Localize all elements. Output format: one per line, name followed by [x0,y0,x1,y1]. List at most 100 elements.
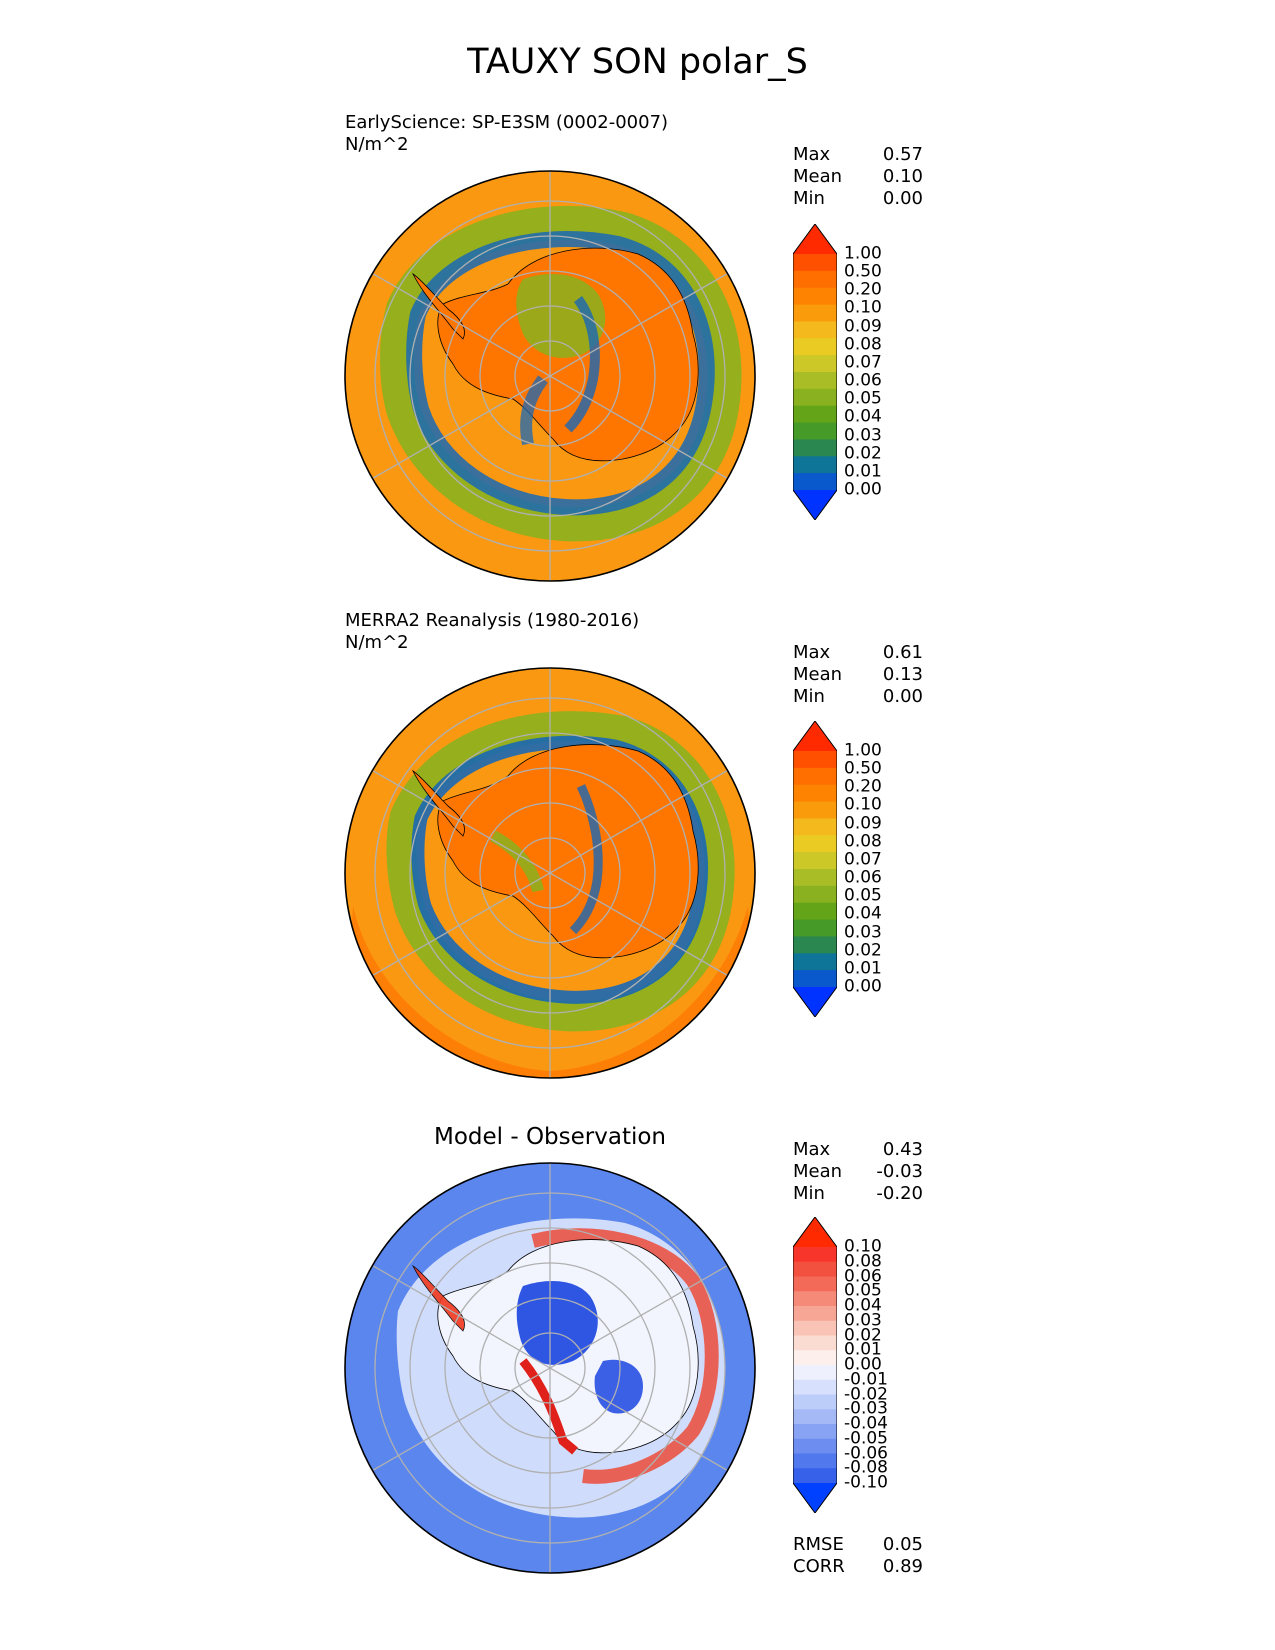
colorbar-segment [793,422,837,441]
colorbar-tick-label: 0.08 [844,1251,882,1272]
colorbar-segment [793,355,837,373]
stat-label: Min [793,686,825,707]
ref-colorbar [792,720,838,1018]
colorbar-segment [793,1365,837,1381]
stat-value: -0.20 [876,1183,923,1204]
stat-value: 0.13 [882,664,923,685]
westerly-belt-inner [406,231,715,516]
colorbar-tick-label: -0.01 [844,1369,888,1390]
colorbar-tick-label: 0.04 [844,406,882,427]
colorbar-segment [793,1276,837,1292]
colorbar-segment [793,1453,837,1469]
colorbar-tick-label: 0.06 [844,867,882,888]
colorbar-tick-label: 0.05 [844,388,882,409]
colorbar-tick-label: 1.00 [844,243,882,264]
colorbar-segment [793,818,837,836]
stat-max: Max 0.43 [793,1139,923,1161]
stat-mean: Mean -0.03 [793,1161,923,1183]
colorbar-tick-label: 0.08 [844,831,882,852]
metric-label: RMSE [793,1534,844,1555]
colorbar-segment [793,784,837,803]
stat-mean: Mean 0.10 [793,166,923,188]
colorbar-segment [793,372,837,390]
colorbar-tick-label: 0.01 [844,1339,882,1360]
ref-colorbar-labels: 1.00 0.50 0.20 0.10 0.09 0.08 0.07 0.06 0.05 0.04… [844,742,904,995]
metric-value: 0.05 [882,1534,923,1555]
westerly-belt-inner [411,735,709,1004]
stat-value: 0.43 [882,1139,923,1160]
colorbar-tick-label: 0.04 [844,903,882,924]
stat-value: 0.10 [882,166,923,187]
interior-blue-streak-2 [520,375,548,446]
stat-label: Max [793,642,831,663]
colorbar-tick-label: 0.20 [844,776,882,797]
lat-lon-grid [372,1163,728,1573]
colorbar-tick-label: -0.02 [844,1384,888,1404]
stat-value: 0.00 [882,188,923,209]
metric-label: CORR [793,1556,845,1577]
stat-label: Mean [793,664,843,685]
diff-metrics: RMSE 0.05 CORR 0.89 [793,1534,923,1578]
colorbar-tick-label: 0.09 [844,316,882,337]
colorbar-segment [793,405,837,424]
test-panel-units: N/m^2 [345,134,409,155]
stat-mean: Mean 0.13 [793,664,923,686]
test-panel-title: EarlyScience: SP-E3SM (0002-0007) [345,112,669,133]
diff-panel-title: Model - Observation [433,1124,667,1150]
colorbar-bar [792,720,838,1018]
stat-value: 0.61 [882,642,923,663]
colorbar-segment [793,439,837,457]
colorbar-extend-min [793,987,837,1017]
colorbar-tick-label: 0.06 [844,370,882,391]
colorbar-segment [793,869,837,887]
metric-rmse: RMSE 0.05 [793,1534,923,1556]
colorbar-tick-label: 0.00 [844,976,882,997]
colorbar-bar [792,223,838,521]
diff-colorbar [792,1216,838,1514]
colorbar-tick-label: 0.06 [844,1266,882,1286]
colorbar-tick-label: 0.08 [844,334,882,355]
colorbar-segment [793,953,837,971]
colorbar-tick-label: 0.05 [844,1280,882,1301]
colorbar-segment [793,1247,837,1263]
colorbar-segment [793,287,837,306]
colorbar-segment [793,473,837,491]
metric-value: 0.89 [882,1556,923,1577]
colorbar-tick-label: -0.05 [844,1428,888,1449]
stat-min: Min -0.20 [793,1183,923,1205]
colorbar-tick-label: 0.00 [844,479,882,500]
colorbar-tick-label: 0.09 [844,813,882,834]
test-colorbar-labels: 1.00 0.50 0.20 0.10 0.09 0.08 0.07 0.06 0.05 0.04… [844,245,904,498]
stat-label: Min [793,1183,825,1204]
ref-polar-map [344,667,756,1079]
map-boundary [344,1162,756,1574]
interior-green-streak [490,830,544,893]
colorbar-tick-label: 0.10 [844,297,882,318]
colorbar-segment [793,970,837,988]
colorbar-tick-label: 0.07 [844,352,882,373]
map-boundary [344,667,756,1079]
colorbar-tick-label: -0.03 [844,1398,888,1419]
colorbar-tick-label: 0.10 [844,1236,882,1257]
colorbar-segment [793,1409,837,1425]
colorbar-segment [793,1379,837,1396]
antarctica-interior [437,744,699,959]
colorbar-tick-label: 0.20 [844,279,882,300]
colorbar-segment [793,767,837,786]
colorbar-tick-label: 0.10 [844,794,882,815]
colorbar-tick-label: 0.07 [844,849,882,870]
colorbar-segment [793,321,837,339]
colorbar-segment [793,1438,837,1455]
ref-panel-title: MERRA2 Reanalysis (1980-2016) [345,610,640,631]
ref-panel-units: N/m^2 [345,632,409,653]
ref-stats: Max 0.61 Mean 0.13 Min 0.00 [793,642,923,708]
westerly-belt-outer [386,711,735,1032]
positive-bias-ring [531,1228,719,1484]
lat-lon-grid [372,171,728,581]
stat-min: Min 0.00 [793,188,923,210]
colorbar-segment [793,936,837,954]
colorbar-segment [793,1350,837,1366]
stat-max: Max 0.61 [793,642,923,664]
lat-lon-grid [372,668,728,1078]
colorbar-segment [793,885,837,904]
